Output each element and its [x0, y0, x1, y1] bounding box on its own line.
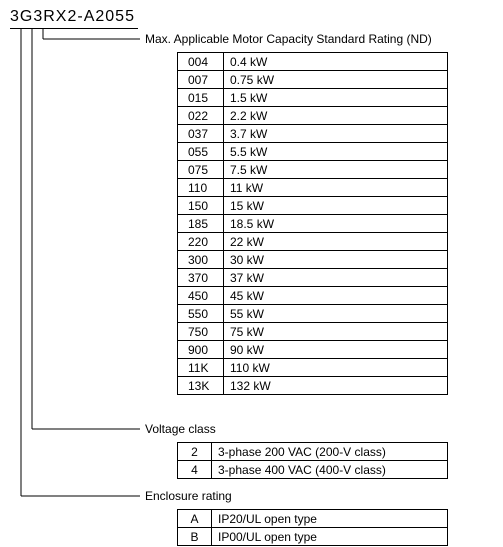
capacity-value: 30 kW [224, 251, 448, 269]
capacity-value: 11 kW [224, 179, 448, 197]
capacity-value: 45 kW [224, 287, 448, 305]
capacity-code: 075 [178, 161, 224, 179]
table-row: 43-phase 400 VAC (400-V class) [178, 461, 448, 479]
capacity-value: 7.5 kW [224, 161, 448, 179]
table-row: 23-phase 200 VAC (200-V class) [178, 443, 448, 461]
table-row: 18518.5 kW [178, 215, 448, 233]
capacity-value: 90 kW [224, 341, 448, 359]
enclosure-code: B [178, 528, 212, 546]
table-row: 13K132 kW [178, 377, 448, 395]
capacity-value: 22 kW [224, 233, 448, 251]
capacity-code: 110 [178, 179, 224, 197]
enclosure-table: AIP20/UL open typeBIP00/UL open type [177, 509, 448, 546]
table-row: 22022 kW [178, 233, 448, 251]
bracket-lines [10, 29, 160, 539]
capacity-code: 220 [178, 233, 224, 251]
table-row: 45045 kW [178, 287, 448, 305]
voltage-value: 3-phase 400 VAC (400-V class) [212, 461, 448, 479]
enclosure-code: A [178, 510, 212, 528]
capacity-code: 750 [178, 323, 224, 341]
capacity-label: Max. Applicable Motor Capacity Standard … [145, 32, 448, 46]
capacity-value: 3.7 kW [224, 125, 448, 143]
enclosure-value: IP00/UL open type [212, 528, 448, 546]
capacity-code: 150 [178, 197, 224, 215]
table-row: 0555.5 kW [178, 143, 448, 161]
table-row: 0070.75 kW [178, 71, 448, 89]
table-row: 90090 kW [178, 341, 448, 359]
capacity-code: 450 [178, 287, 224, 305]
capacity-code: 900 [178, 341, 224, 359]
table-row: 30030 kW [178, 251, 448, 269]
table-row: 0373.7 kW [178, 125, 448, 143]
capacity-value: 2.2 kW [224, 107, 448, 125]
voltage-value: 3-phase 200 VAC (200-V class) [212, 443, 448, 461]
capacity-code: 022 [178, 107, 224, 125]
capacity-code: 004 [178, 53, 224, 71]
enclosure-label: Enclosure rating [145, 489, 448, 503]
capacity-value: 110 kW [224, 359, 448, 377]
table-row: 0151.5 kW [178, 89, 448, 107]
table-row: 0222.2 kW [178, 107, 448, 125]
table-row: 55055 kW [178, 305, 448, 323]
capacity-code: 370 [178, 269, 224, 287]
voltage-section: Voltage class 23-phase 200 VAC (200-V cl… [145, 422, 448, 479]
capacity-section: Max. Applicable Motor Capacity Standard … [145, 32, 448, 395]
capacity-value: 0.4 kW [224, 53, 448, 71]
capacity-code: 015 [178, 89, 224, 107]
capacity-value: 18.5 kW [224, 215, 448, 233]
capacity-value: 1.5 kW [224, 89, 448, 107]
capacity-code: 300 [178, 251, 224, 269]
voltage-table: 23-phase 200 VAC (200-V class)43-phase 4… [177, 442, 448, 479]
capacity-value: 75 kW [224, 323, 448, 341]
capacity-code: 007 [178, 71, 224, 89]
diagram-area: Max. Applicable Motor Capacity Standard … [10, 29, 493, 539]
capacity-table: 0040.4 kW0070.75 kW0151.5 kW0222.2 kW037… [177, 52, 448, 395]
capacity-value: 5.5 kW [224, 143, 448, 161]
table-row: 0757.5 kW [178, 161, 448, 179]
enclosure-value: IP20/UL open type [212, 510, 448, 528]
capacity-code: 055 [178, 143, 224, 161]
capacity-code: 185 [178, 215, 224, 233]
table-row: 75075 kW [178, 323, 448, 341]
table-row: 15015 kW [178, 197, 448, 215]
capacity-value: 55 kW [224, 305, 448, 323]
capacity-code: 550 [178, 305, 224, 323]
capacity-value: 37 kW [224, 269, 448, 287]
enclosure-section: Enclosure rating AIP20/UL open typeBIP00… [145, 489, 448, 546]
table-row: BIP00/UL open type [178, 528, 448, 546]
voltage-code: 4 [178, 461, 212, 479]
table-row: 37037 kW [178, 269, 448, 287]
table-row: 11K110 kW [178, 359, 448, 377]
capacity-value: 15 kW [224, 197, 448, 215]
capacity-value: 0.75 kW [224, 71, 448, 89]
table-row: 11011 kW [178, 179, 448, 197]
capacity-code: 11K [178, 359, 224, 377]
table-row: 0040.4 kW [178, 53, 448, 71]
table-row: AIP20/UL open type [178, 510, 448, 528]
voltage-label: Voltage class [145, 422, 448, 436]
model-number: 3G3RX2-A2055 [10, 8, 493, 26]
voltage-code: 2 [178, 443, 212, 461]
capacity-value: 132 kW [224, 377, 448, 395]
capacity-code: 037 [178, 125, 224, 143]
capacity-code: 13K [178, 377, 224, 395]
